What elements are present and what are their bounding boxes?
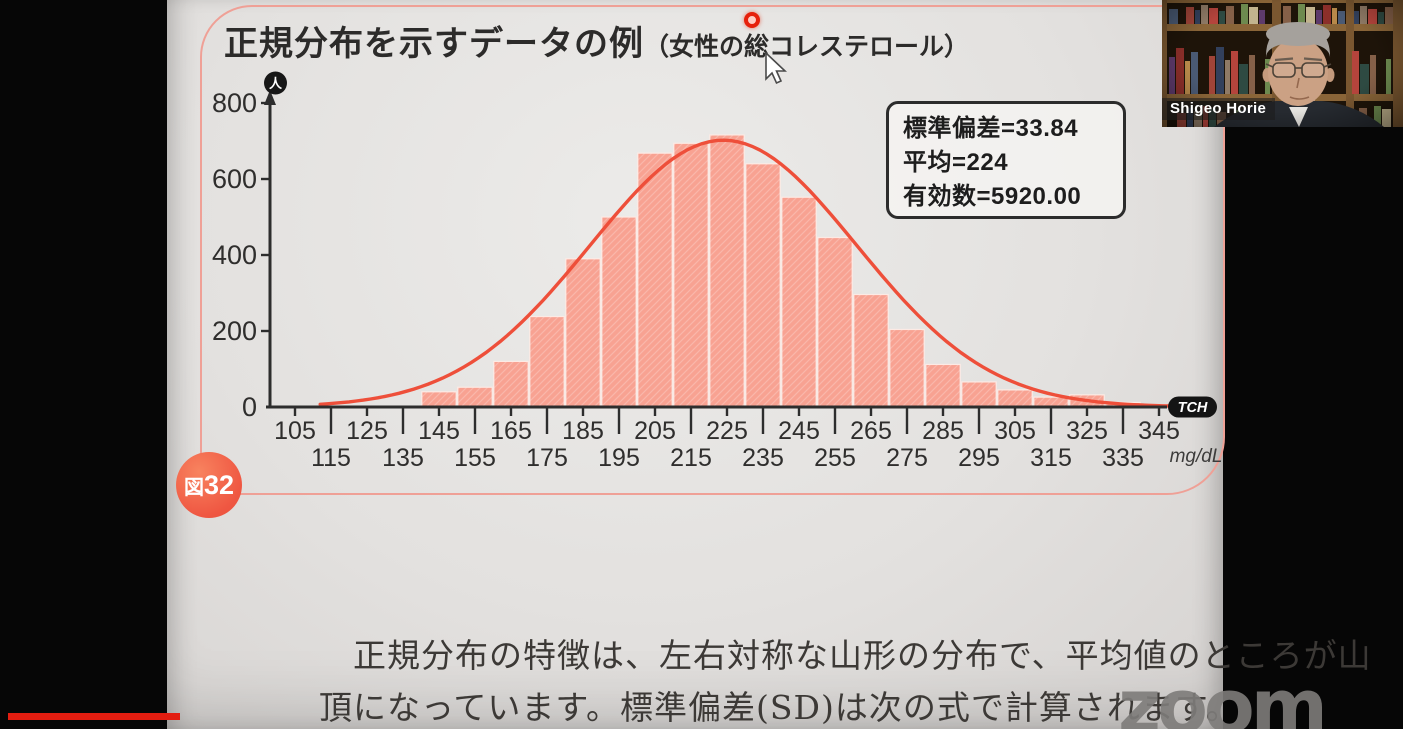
normal-curve (318, 138, 1186, 408)
x-tick-label: 255 (814, 444, 856, 472)
histogram-bar (493, 360, 529, 408)
x-tick-label: 105 (274, 417, 316, 445)
histogram-bar (601, 216, 637, 408)
x-tick-label: 265 (850, 417, 892, 445)
figure-number-badge: 図32 (176, 452, 242, 518)
stat-sd: 標準偏差=33.84 (903, 115, 1079, 142)
histogram-bar (781, 196, 817, 408)
stats-box: 標準偏差=33.84 平均=224 有効数=5920.00 (886, 101, 1126, 219)
histogram-bar (889, 328, 925, 408)
x-tick-label: 345 (1138, 417, 1180, 445)
playback-progress-bar[interactable] (8, 713, 180, 720)
y-tick-label: 400 (212, 240, 257, 270)
x-tick-label: 315 (1030, 444, 1072, 472)
x-tick-label: 135 (382, 444, 424, 472)
figure-number-label: 図32 (183, 469, 235, 500)
axes (266, 99, 1167, 409)
y-tick-label: 200 (212, 316, 257, 346)
svg-text:人: 人 (269, 76, 283, 91)
x-tick-label: 165 (490, 417, 532, 445)
paragraph-line-2: 頂になっています。標準偏差(SD)は次の式で計算されます。 (319, 688, 1240, 727)
histogram-bars (421, 134, 1177, 408)
x-tick-label: 175 (526, 444, 568, 472)
histogram-bar (853, 293, 889, 408)
x-tick-label: 215 (670, 444, 712, 472)
histogram-bar (565, 258, 601, 408)
x-tick-label: 115 (311, 444, 351, 472)
x-tick-label: 225 (706, 417, 748, 445)
y-axis-ticks: 0 200 400 600 800 (212, 88, 271, 422)
x-tick-label: 245 (778, 417, 820, 445)
histogram-bar (421, 391, 457, 408)
x-axis-ticks: 1051151251351451551651751851952052152252… (274, 407, 1180, 472)
histogram-bar (961, 381, 997, 408)
x-tick-label: 195 (598, 444, 640, 472)
x-tick-label: 325 (1066, 417, 1108, 445)
histogram-bar (457, 386, 493, 408)
participant-name-label: Shigeo Horie (1162, 98, 1276, 120)
histogram-bar (997, 389, 1033, 408)
y-tick-label: 600 (212, 164, 257, 194)
mouse-cursor-icon (765, 52, 788, 85)
x-tick-label: 285 (922, 417, 964, 445)
histogram-bar (745, 163, 781, 408)
y-axis-unit-icon (264, 71, 287, 95)
y-tick-label: 0 (242, 392, 257, 422)
histogram-bar (925, 363, 961, 408)
participant-video-tile[interactable]: Shigeo Horie (1162, 0, 1403, 127)
x-axis-end-badge (1168, 396, 1217, 418)
histogram-bar (709, 134, 745, 408)
x-tick-label: 125 (346, 417, 388, 445)
histogram-bar (673, 142, 709, 408)
x-tick-label: 155 (454, 444, 496, 472)
histogram-bar (637, 152, 673, 408)
participant-face (1268, 38, 1328, 106)
slide-title-suffix: （女性の総コレステロール） (644, 33, 970, 61)
y-tick-label: 800 (212, 88, 257, 118)
x-tick-label: 145 (418, 417, 460, 445)
x-tick-label: 235 (742, 444, 784, 472)
chart-frame-border (200, 5, 1225, 495)
histogram-bar (529, 315, 565, 408)
x-tick-label: 275 (886, 444, 928, 472)
stat-n: 有効数=5920.00 (903, 183, 1082, 210)
participant-glasses (1265, 62, 1332, 78)
paragraph-line-1: 正規分布の特徴は、左右対称な山形の分布で、平均値のところが山 (353, 636, 1372, 675)
slide-title: 正規分布を示すデータの例（女性の総コレステロール） (224, 16, 969, 65)
x-tick-label: 335 (1102, 444, 1144, 472)
histogram-bar (817, 236, 853, 408)
x-tick-label: 295 (958, 444, 1000, 472)
x-axis-unit-label: mg/dL (1170, 446, 1223, 467)
x-tick-label: 185 (562, 417, 604, 445)
zoom-watermark: zoom (1118, 664, 1328, 729)
y-axis-arrow (264, 90, 276, 105)
participant-webcam-scene (1162, 0, 1403, 127)
slide-paragraph: 正規分布の特徴は、左右対称な山形の分布で、平均値のところが山 頂になっています。… (319, 630, 1391, 729)
x-tick-label: 305 (994, 417, 1036, 445)
slide-title-main: 正規分布を示すデータの例 (224, 25, 644, 63)
x-tick-label: 205 (634, 417, 676, 445)
laser-pointer-dot (744, 12, 760, 28)
x-axis-end-label: TCH (1178, 400, 1208, 416)
stat-mean: 平均=224 (903, 149, 1009, 176)
